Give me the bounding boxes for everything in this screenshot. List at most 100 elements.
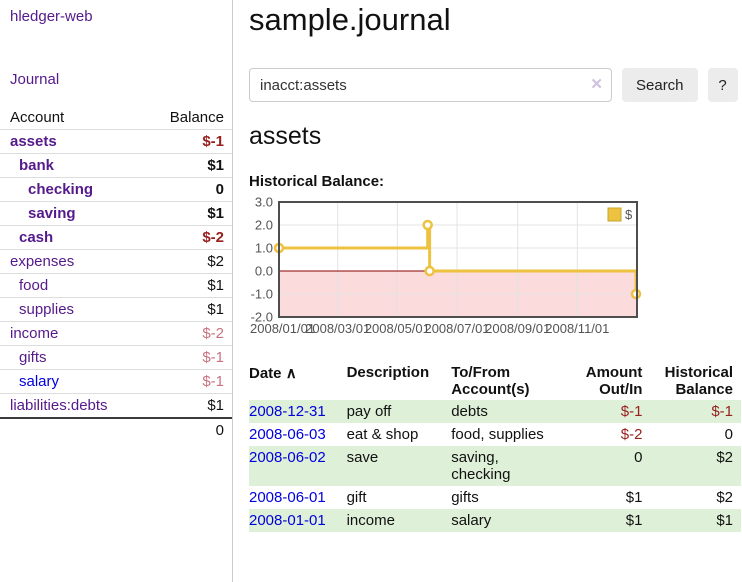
search-button[interactable]: Search bbox=[622, 68, 698, 102]
account-link[interactable]: cash bbox=[19, 229, 54, 246]
transaction-description: eat & shop bbox=[346, 426, 419, 443]
transaction-accounts: food, supplies bbox=[451, 426, 544, 443]
search-row: ✕ Search ? bbox=[249, 68, 741, 102]
account-heading: assets bbox=[249, 122, 322, 150]
register-header-date[interactable]: Date ∧ bbox=[249, 365, 297, 382]
chart-block: $3.0 2.0 1.0 0.0 -1.0 -2.0 2008/01/01 2008/03/0… bbox=[249, 195, 741, 336]
transaction-description: gift bbox=[346, 489, 367, 506]
account-balance: $-2 bbox=[202, 229, 224, 246]
account-balance: $1 bbox=[207, 397, 224, 414]
register-header-amount: Amount Out/In bbox=[585, 364, 643, 398]
transaction-accounts: debts bbox=[451, 403, 488, 420]
register-header-row: Date ∧ Description To/From Account(s) Am… bbox=[249, 362, 741, 400]
transaction-date-link[interactable]: 2008-06-01 bbox=[249, 489, 326, 506]
svg-text:1.0: 1.0 bbox=[255, 241, 273, 256]
account-link[interactable]: gifts bbox=[19, 349, 47, 366]
transaction-description: income bbox=[346, 512, 395, 529]
account-row: checking 0 bbox=[0, 177, 232, 202]
account-link[interactable]: saving bbox=[28, 205, 76, 222]
transaction-balance: $1 bbox=[716, 512, 733, 529]
main-content: sample.journal ✕ Search ? assets Histori… bbox=[233, 0, 742, 582]
svg-text:0.0: 0.0 bbox=[255, 264, 273, 279]
transaction-amount: $1 bbox=[625, 512, 643, 529]
account-balance: $2 bbox=[207, 253, 224, 270]
accounts-list: assets $-1 bank $1 bbox=[0, 129, 232, 418]
transaction-description: save bbox=[346, 449, 379, 466]
help-button[interactable]: ? bbox=[707, 68, 738, 102]
transaction-amount: $-1 bbox=[620, 403, 643, 420]
register-header-balance: Historical Balance bbox=[664, 364, 733, 398]
transaction-balance: $2 bbox=[716, 489, 733, 506]
account-row: income $-2 bbox=[0, 321, 232, 346]
accounts-table: Account Balance assets $-1 bank bbox=[0, 106, 232, 442]
chart-title: Historical Balance: bbox=[249, 173, 385, 190]
page-title: sample.journal bbox=[249, 2, 451, 37]
account-balance: $1 bbox=[207, 205, 224, 222]
historical-balance-chart: $3.0 2.0 1.0 0.0 -1.0 -2.02008/01/012008/03/0… bbox=[250, 195, 642, 336]
account-row: bank $1 bbox=[0, 153, 232, 178]
clear-search-icon[interactable]: ✕ bbox=[590, 76, 603, 93]
account-link[interactable]: liabilities:debts bbox=[10, 397, 108, 414]
account-balance: $-1 bbox=[202, 349, 224, 366]
search-input[interactable] bbox=[249, 68, 612, 102]
account-balance: $1 bbox=[207, 277, 224, 294]
transaction-date-link[interactable]: 2008-01-01 bbox=[249, 512, 326, 529]
transaction-accounts: salary bbox=[451, 512, 492, 529]
sidebar-item-journal[interactable]: Journal bbox=[10, 71, 60, 88]
register-table: Date ∧ Description To/From Account(s) Am… bbox=[249, 362, 741, 532]
transaction-date-link[interactable]: 2008-12-31 bbox=[249, 403, 326, 420]
register-rows: 2008-12-31 pay off debts $-1 $-1 2008-06… bbox=[249, 400, 741, 532]
svg-text:2008/11/01: 2008/11/01 bbox=[545, 321, 609, 336]
svg-text:2008/03/01: 2008/03/01 bbox=[305, 321, 370, 336]
transaction-date-link[interactable]: 2008-06-03 bbox=[249, 426, 326, 443]
accounts-header-balance: Balance bbox=[169, 109, 224, 126]
svg-text:2.0: 2.0 bbox=[255, 218, 273, 233]
brand-link[interactable]: hledger-web bbox=[10, 8, 93, 25]
account-balance: $-1 bbox=[202, 373, 224, 390]
transaction-accounts: gifts bbox=[451, 489, 479, 506]
account-row: food $1 bbox=[0, 273, 232, 298]
account-row: liabilities:debts $1 bbox=[0, 393, 232, 418]
svg-text:3.0: 3.0 bbox=[255, 195, 273, 210]
account-link[interactable]: salary bbox=[19, 373, 60, 390]
account-row: assets $-1 bbox=[0, 129, 232, 154]
account-link[interactable]: supplies bbox=[19, 301, 75, 318]
register-row: 2008-06-01 gift gifts $1 $2 bbox=[249, 486, 741, 509]
account-link[interactable]: food bbox=[19, 277, 49, 294]
transaction-amount: $1 bbox=[625, 489, 643, 506]
register-header-description: Description bbox=[346, 364, 430, 381]
transaction-balance: $-1 bbox=[711, 403, 733, 420]
svg-text:2008/01/01: 2008/01/01 bbox=[250, 321, 315, 336]
register-row: 2008-12-31 pay off debts $-1 $-1 bbox=[249, 400, 741, 423]
account-link[interactable]: checking bbox=[28, 181, 94, 198]
account-balance: $1 bbox=[207, 157, 224, 174]
transaction-amount: 0 bbox=[634, 449, 643, 466]
account-link[interactable]: bank bbox=[19, 157, 55, 174]
account-row: saving $1 bbox=[0, 201, 232, 226]
account-link[interactable]: assets bbox=[10, 133, 57, 150]
transaction-balance: 0 bbox=[724, 426, 733, 443]
accounts-total-value: 0 bbox=[146, 417, 232, 442]
register-row: 2008-06-02 save saving, checking 0 $2 bbox=[249, 446, 741, 486]
svg-text:-2.0: -2.0 bbox=[251, 310, 273, 325]
transaction-date-link[interactable]: 2008-06-02 bbox=[249, 449, 326, 466]
account-balance: $-1 bbox=[202, 133, 224, 150]
svg-text:2008/07/01: 2008/07/01 bbox=[424, 321, 489, 336]
account-link[interactable]: expenses bbox=[10, 253, 75, 270]
account-row: gifts $-1 bbox=[0, 345, 232, 370]
account-balance: $-2 bbox=[202, 325, 224, 342]
svg-text:2008/05/01: 2008/05/01 bbox=[365, 321, 430, 336]
register-row: 2008-06-03 eat & shop food, supplies $-2… bbox=[249, 423, 741, 446]
account-row: expenses $2 bbox=[0, 249, 232, 274]
sort-asc-icon: ∧ bbox=[285, 365, 297, 382]
account-link[interactable]: income bbox=[10, 325, 59, 342]
transaction-accounts: saving, checking bbox=[451, 449, 511, 483]
transaction-amount: $-2 bbox=[620, 426, 643, 443]
transaction-description: pay off bbox=[346, 403, 392, 420]
register-row: 2008-01-01 income salary $1 $1 bbox=[249, 509, 741, 532]
account-balance: 0 bbox=[215, 181, 224, 198]
account-row: cash $-2 bbox=[0, 225, 232, 250]
accounts-total-row: 0 bbox=[0, 417, 232, 442]
svg-text:$: $ bbox=[625, 207, 633, 222]
